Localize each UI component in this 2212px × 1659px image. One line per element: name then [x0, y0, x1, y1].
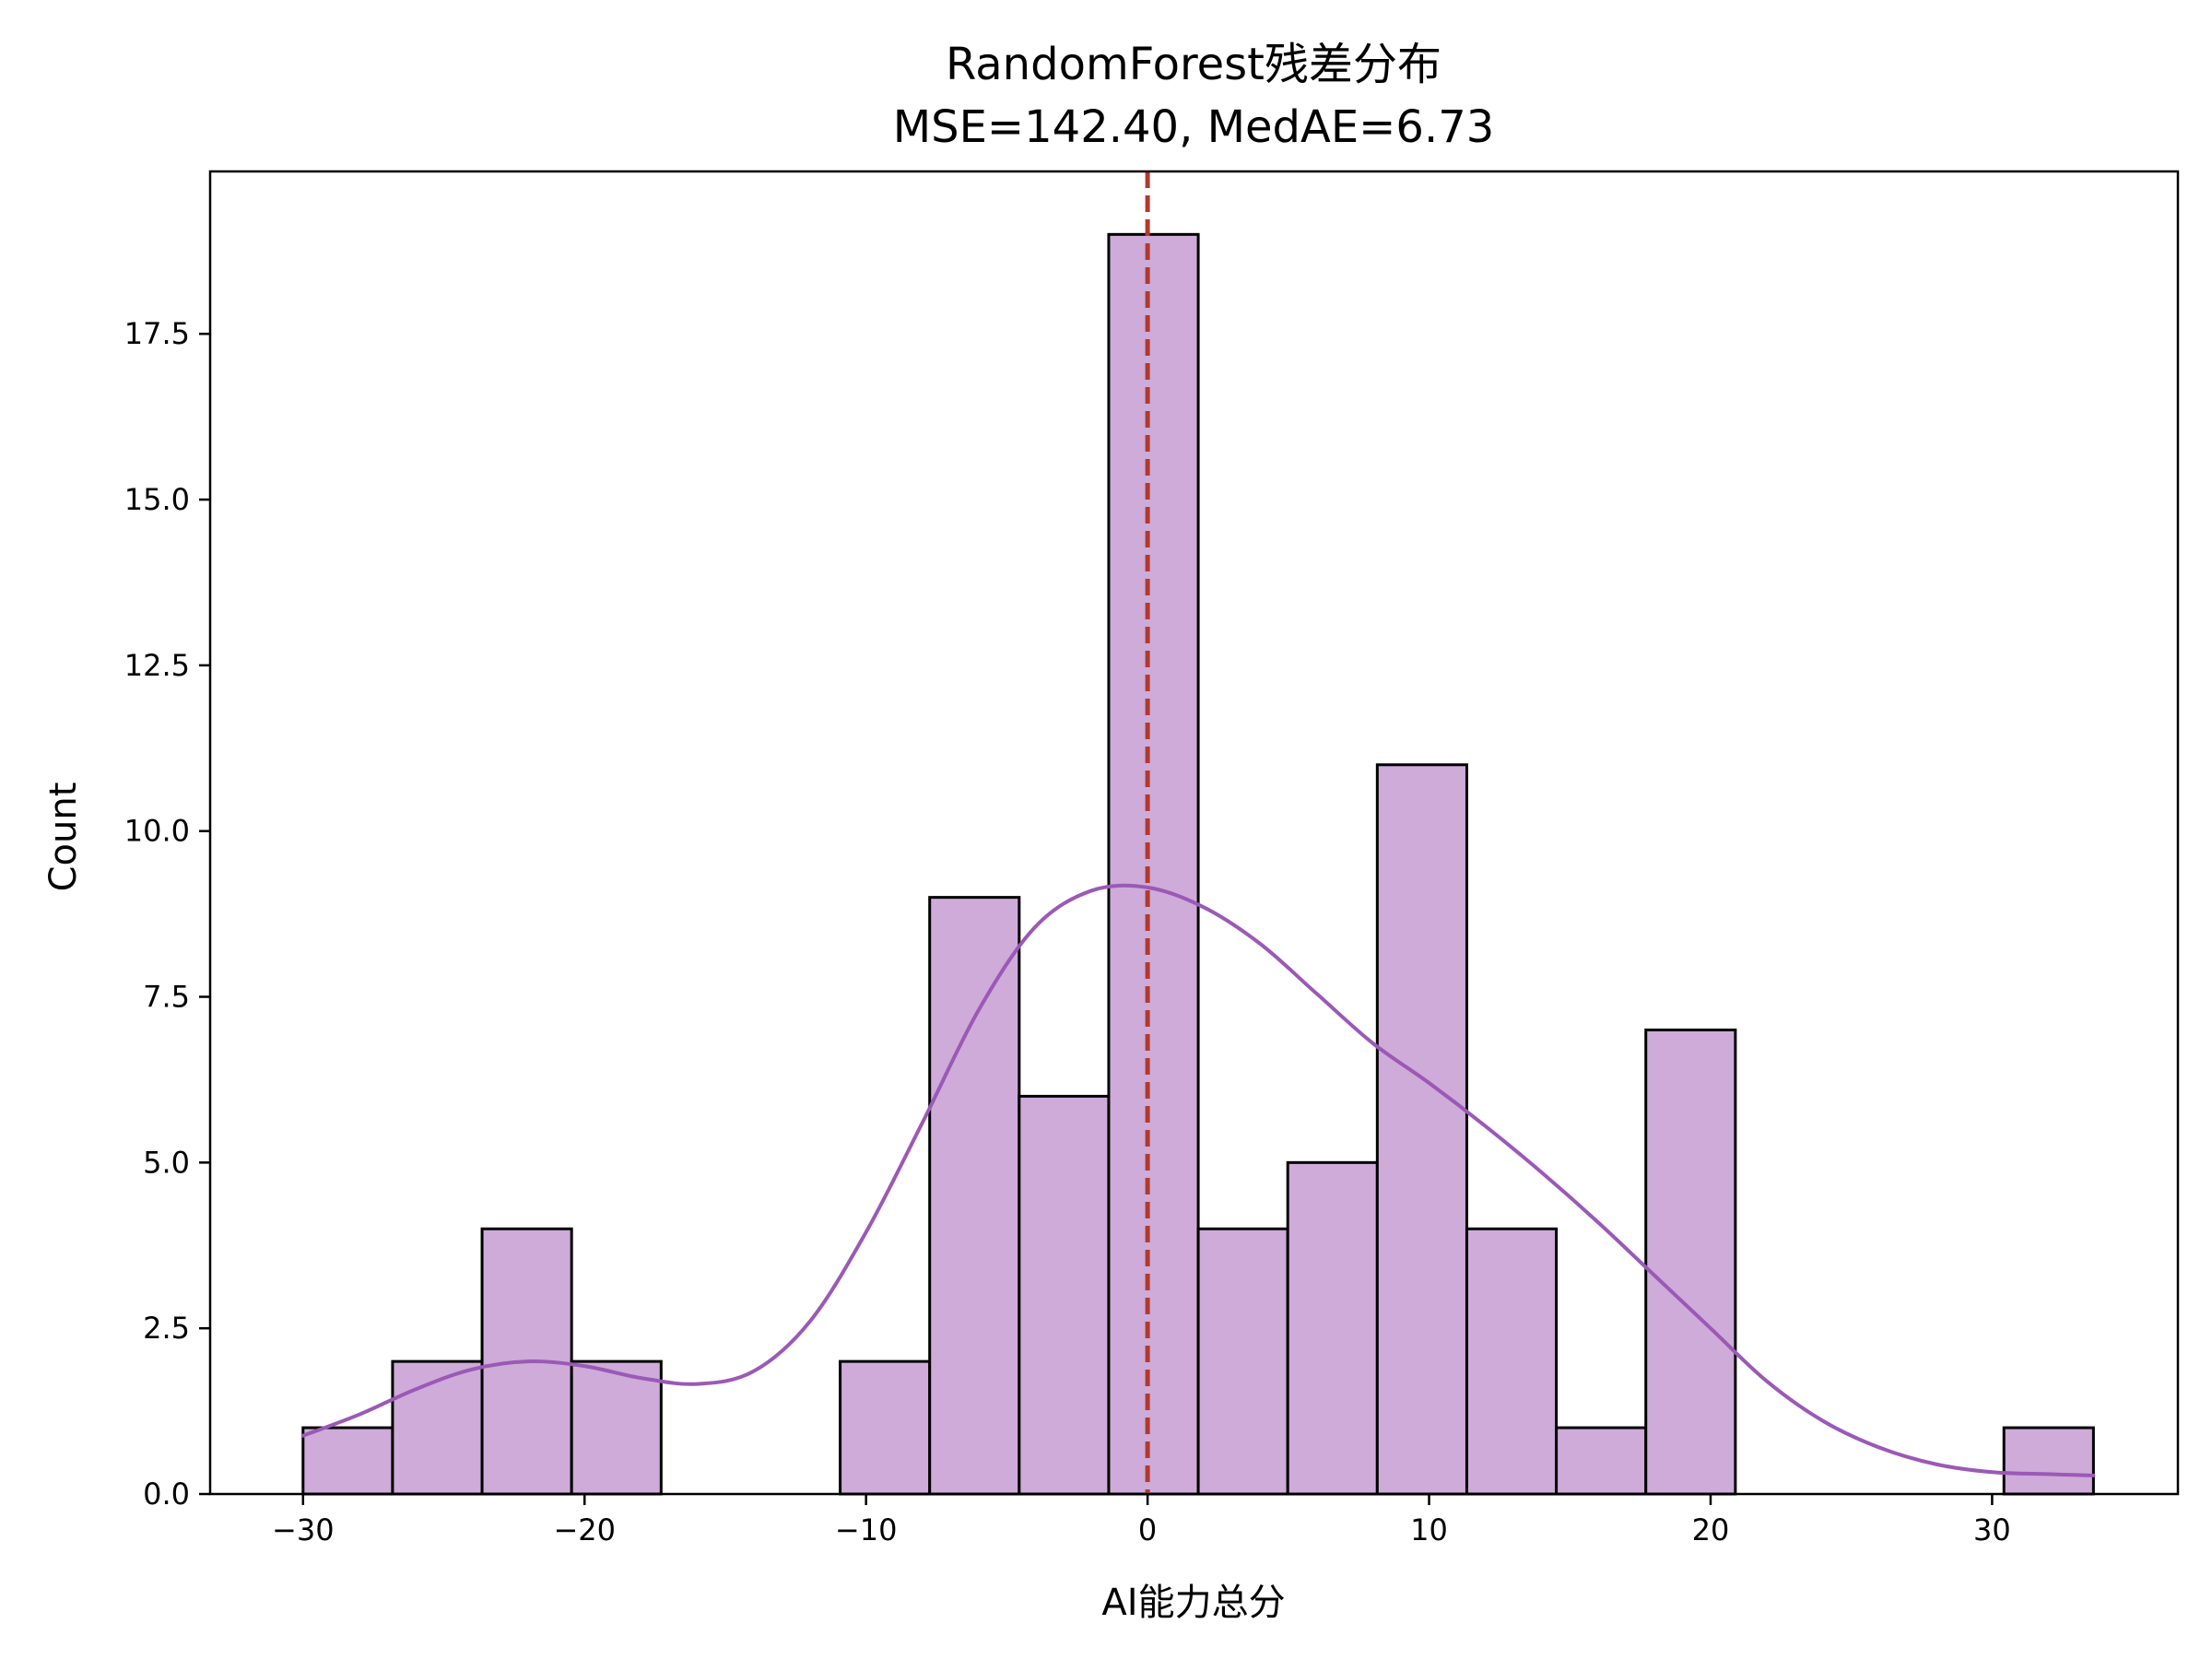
- histogram-bar: [391, 1359, 484, 1496]
- bars-layer: [301, 232, 2095, 1496]
- x-tick-label: −10: [835, 1512, 898, 1547]
- x-tick-label: −30: [272, 1512, 335, 1547]
- histogram-bar: [1196, 1227, 1289, 1496]
- y-tick-label: 5.0: [143, 1145, 190, 1180]
- y-tick-label: 7.5: [143, 980, 190, 1015]
- x-tick-label: 10: [1410, 1512, 1448, 1547]
- x-axis-label: AI能力总分: [1101, 1582, 1285, 1624]
- x-ticks: −30 −20 −10 0 10 20 30: [272, 1494, 2011, 1547]
- kde-layer: [300, 883, 2096, 1477]
- y-tick-label: 15.0: [124, 482, 190, 517]
- chart-title: RandomForest残差分布: [946, 39, 1441, 90]
- y-tick-label: 17.5: [124, 316, 190, 351]
- chart-subtitle: MSE=142.40, MedAE=6.73: [893, 101, 1495, 153]
- x-tick-label: 20: [1692, 1512, 1730, 1547]
- y-tick-label: 12.5: [124, 648, 190, 683]
- histogram-bar: [2002, 1426, 2095, 1496]
- histogram-bar: [1465, 1227, 1559, 1496]
- histogram-bar: [1107, 232, 1200, 1496]
- y-tick-label: 0.0: [143, 1477, 190, 1512]
- histogram-bar: [928, 896, 1021, 1496]
- y-tick-label: 2.5: [143, 1311, 190, 1346]
- histogram-bar: [1286, 1160, 1379, 1496]
- x-tick-label: 30: [1973, 1512, 2011, 1547]
- histogram-bar: [839, 1359, 932, 1496]
- histogram-bar: [570, 1359, 663, 1496]
- x-tick-label: 0: [1138, 1512, 1157, 1547]
- axes-layer: [208, 170, 2180, 1496]
- kde-curve: [300, 883, 2096, 1477]
- histogram-bar: [301, 1426, 394, 1496]
- histogram-bar: [1375, 763, 1468, 1496]
- y-axis-label: Count: [42, 782, 85, 892]
- y-ticks: 0.0 2.5 5.0 7.5 10.0 12.5 15.0 17.5: [124, 316, 210, 1512]
- plot-frame: [208, 170, 2180, 1496]
- y-tick-label: 10.0: [124, 814, 190, 849]
- histogram-bar: [1555, 1426, 1648, 1496]
- histogram-bar: [1644, 1028, 1737, 1496]
- histogram-bar: [1018, 1094, 1111, 1496]
- x-tick-label: −20: [553, 1512, 616, 1547]
